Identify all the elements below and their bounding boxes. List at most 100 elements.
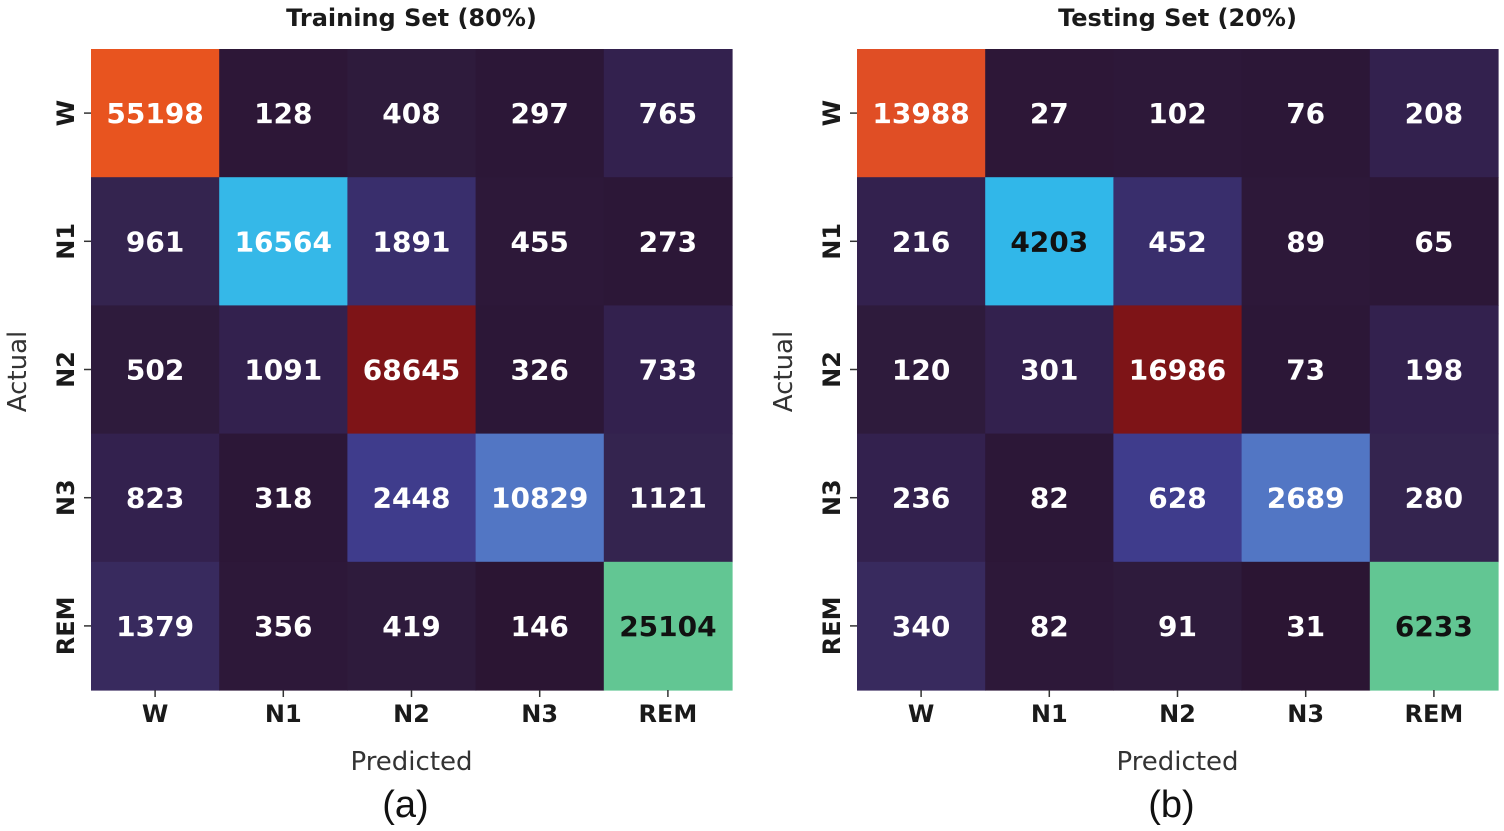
cell-value-label: 356 — [254, 610, 312, 643]
x-axis-label: Predicted — [350, 747, 472, 777]
heatmap-cell — [857, 305, 986, 435]
cell-value-label: 102 — [1148, 97, 1206, 130]
cell-value-label: 120 — [892, 354, 950, 387]
heatmap-cell — [1113, 433, 1243, 563]
cell-value-label: 2689 — [1267, 482, 1345, 515]
y-tick-label: N1 — [52, 223, 80, 260]
heatmap-cell — [1113, 49, 1243, 178]
cell-value-label: 340 — [892, 610, 950, 643]
cell-value-label: 297 — [510, 97, 568, 130]
cell-value-label: 502 — [126, 354, 184, 387]
cell-value-label: 236 — [892, 482, 950, 515]
heatmap-cell — [91, 49, 220, 178]
heatmap-cell — [347, 561, 477, 691]
cell-value-label: 216 — [892, 225, 950, 258]
heatmap-cell — [1113, 177, 1243, 306]
cell-value-label: 765 — [639, 97, 697, 130]
heatmap-cell — [857, 49, 986, 178]
cell-value-label: 68645 — [363, 354, 460, 387]
x-tick-label: REM — [1405, 700, 1464, 728]
heatmap-cell — [1369, 177, 1499, 306]
cell-value-label: 65 — [1414, 225, 1453, 258]
chart-title: Testing Set (20%) — [1058, 4, 1297, 32]
heatmap-cell — [1369, 305, 1499, 435]
heatmap-cell — [475, 177, 605, 306]
heatmap-cell — [1241, 305, 1371, 435]
heatmap-cell — [1369, 433, 1499, 563]
x-tick-label: W — [908, 700, 934, 728]
cell-value-label: 1891 — [373, 225, 451, 258]
cell-value-label: 25104 — [619, 610, 716, 643]
heatmap-cell — [475, 561, 605, 691]
panel-caption: (b) — [1148, 784, 1194, 826]
y-tick-label: N3 — [52, 479, 80, 516]
cell-value-label: 455 — [510, 225, 568, 258]
x-tick-label: N2 — [1159, 700, 1196, 728]
heatmap-cell — [857, 433, 986, 563]
cell-value-label: 733 — [639, 354, 697, 387]
cell-value-label: 31 — [1286, 610, 1325, 643]
cell-value-label: 55198 — [106, 97, 203, 130]
chart-title: Training Set (80%) — [286, 4, 537, 32]
cell-value-label: 82 — [1030, 482, 1069, 515]
cell-value-label: 73 — [1286, 354, 1325, 387]
heatmap-cell — [219, 177, 348, 306]
heatmap-cell — [219, 305, 348, 435]
y-tick-label: N2 — [52, 351, 80, 388]
heatmap-cell — [1113, 305, 1243, 435]
heatmap-cell — [475, 305, 605, 435]
heatmap-cell — [91, 305, 220, 435]
heatmap-cell — [347, 177, 477, 306]
heatmap-cell — [857, 177, 986, 306]
y-tick-label: N3 — [818, 479, 846, 516]
heatmap-cell — [1113, 561, 1243, 691]
cell-value-label: 823 — [126, 482, 184, 515]
cell-value-label: 82 — [1030, 610, 1069, 643]
x-tick-label: N3 — [521, 700, 558, 728]
heatmap-cell — [985, 561, 1114, 691]
x-tick-label: N2 — [393, 700, 430, 728]
cell-value-label: 128 — [254, 97, 312, 130]
cell-value-label: 419 — [382, 610, 440, 643]
cell-value-label: 961 — [126, 225, 184, 258]
heatmap-panel-b: Testing Set (20%) 13988 27 102 76 208 216 4203 4… — [769, 4, 1499, 826]
cell-value-label: 1379 — [116, 610, 194, 643]
heatmap-cell — [1241, 433, 1371, 563]
heatmap-cell — [603, 561, 733, 691]
y-axis-label: Actual — [769, 331, 799, 412]
heatmap-cell — [1369, 561, 1499, 691]
heatmap-cell — [347, 305, 477, 435]
cell-value-label: 16986 — [1129, 354, 1226, 387]
heatmap-cell — [475, 433, 605, 563]
heatmap-cell — [91, 177, 220, 306]
cell-value-label: 628 — [1148, 482, 1206, 515]
y-tick-label: W — [52, 100, 80, 126]
y-tick-label: REM — [52, 597, 80, 656]
cell-value-label: 452 — [1148, 225, 1206, 258]
heatmap-cell — [857, 561, 986, 691]
heatmap-cell — [219, 433, 348, 563]
heatmap-cell — [475, 49, 605, 178]
cell-value-label: 318 — [254, 482, 312, 515]
heatmap-cell — [1241, 561, 1371, 691]
cell-value-label: 6233 — [1395, 610, 1473, 643]
cell-value-label: 27 — [1030, 97, 1069, 130]
cell-value-label: 2448 — [373, 482, 451, 515]
heatmap-cell — [603, 177, 733, 306]
heatmap-cell — [985, 49, 1114, 178]
heatmap-cell — [1241, 177, 1371, 306]
heatmap-cell — [603, 433, 733, 563]
cell-value-label: 208 — [1405, 97, 1463, 130]
cell-value-label: 91 — [1158, 610, 1197, 643]
panel-caption: (a) — [382, 784, 428, 826]
heatmap-cell — [91, 561, 220, 691]
cell-value-label: 280 — [1405, 482, 1463, 515]
cell-value-label: 198 — [1405, 354, 1463, 387]
heatmap-cell — [219, 49, 348, 178]
cell-value-label: 76 — [1286, 97, 1325, 130]
heatmap-cell — [347, 433, 477, 563]
heatmap-cell — [985, 177, 1114, 306]
heatmap-cell — [603, 305, 733, 435]
heatmap-cell — [985, 433, 1114, 563]
